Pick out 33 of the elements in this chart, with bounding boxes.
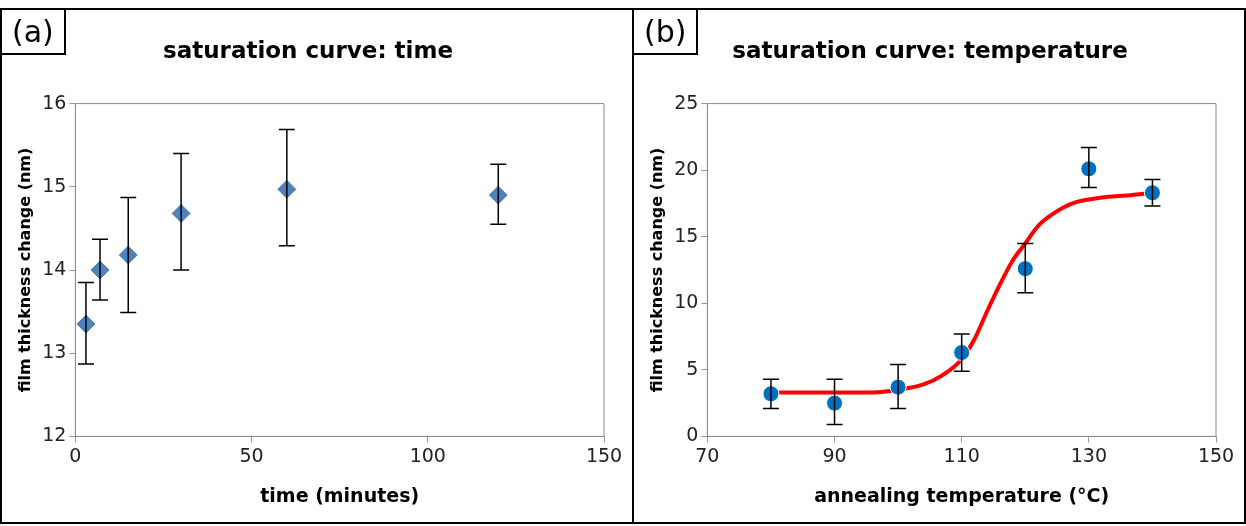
y-tick-label: 15 (674, 223, 699, 246)
x-axis-title: time (minutes) (260, 483, 420, 506)
x-tick-label: 110 (943, 443, 980, 466)
x-tick-label: 0 (69, 443, 82, 466)
x-tick-label: 50 (239, 443, 264, 466)
y-axis-title: film thickness change (nm) (14, 147, 34, 393)
y-tick-label: 25 (674, 90, 699, 113)
point (1016, 260, 1034, 278)
y-tick-label: 13 (42, 340, 67, 363)
point (953, 344, 971, 362)
x-tick-label: 130 (1070, 443, 1107, 466)
x-tick-label: 70 (695, 443, 720, 466)
chart-title: saturation curve: temperature (732, 36, 1128, 63)
y-tick-label: 14 (42, 256, 67, 279)
y-tick-label: 15 (42, 173, 67, 196)
y-tick-label: 10 (674, 290, 699, 313)
text: (b) (632, 8, 699, 55)
y-tick-label: 5 (686, 356, 699, 379)
y-tick-label: 0 (686, 423, 699, 446)
x-tick-label: 90 (822, 443, 847, 466)
point (1143, 184, 1161, 202)
text: (a) (0, 8, 66, 55)
chart-title: saturation curve: time (162, 36, 454, 63)
y-tick-label: 16 (42, 90, 67, 113)
x-tick-label: 150 (585, 443, 623, 466)
x-tick-label: 100 (409, 443, 446, 466)
y-tick-label: 12 (42, 423, 67, 446)
point (826, 394, 844, 412)
x-tick-label: 150 (1197, 443, 1235, 466)
y-tick-label: 20 (674, 157, 699, 180)
point (487, 184, 509, 206)
x-axis-title: annealing temperature (°C) (814, 483, 1110, 506)
y-axis-title: film thickness change (nm) (646, 147, 666, 393)
